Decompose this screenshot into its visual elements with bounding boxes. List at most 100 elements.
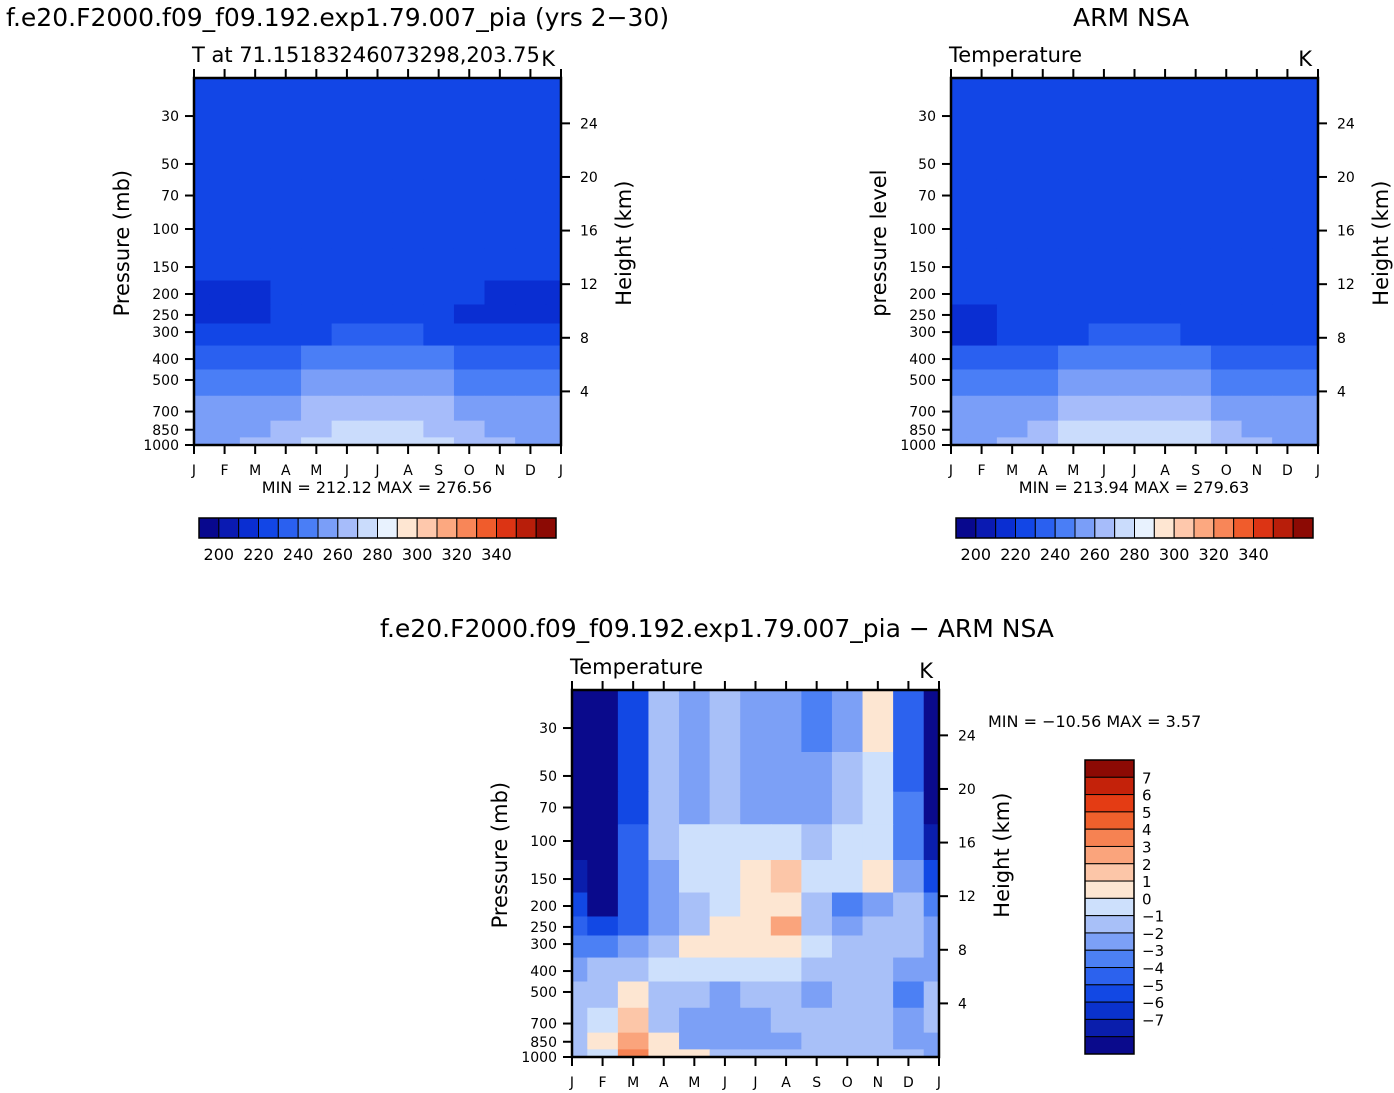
x-tick-label-obs: N xyxy=(1252,463,1262,479)
heat-cell-model xyxy=(301,280,333,306)
units-label-diff: K xyxy=(919,659,934,683)
heat-cell-obs xyxy=(1088,78,1120,141)
y-tick-label-obs: 300 xyxy=(909,325,936,341)
heat-cell-obs xyxy=(1119,395,1151,422)
y-tick-label-diff: 30 xyxy=(539,721,557,737)
heat-cell-obs xyxy=(1210,280,1243,306)
y-tick-label-obs: 150 xyxy=(909,260,936,276)
heat-cell-obs xyxy=(1088,420,1120,438)
heat-cell-model xyxy=(515,369,547,397)
heat-cell-obs xyxy=(1180,304,1212,325)
heat-cell-diff xyxy=(648,1032,680,1050)
heat-cell-model xyxy=(423,212,455,249)
heat-cell-diff xyxy=(862,981,894,1009)
heat-cell-diff xyxy=(679,751,711,793)
heat-cell-obs xyxy=(1180,179,1212,213)
x-tick-label-diff: M xyxy=(688,1075,700,1091)
heat-cell-obs xyxy=(1210,323,1243,347)
heat-cell-obs xyxy=(1241,437,1273,446)
heat-cell-obs xyxy=(1058,420,1090,438)
heat-cell-model xyxy=(331,179,363,213)
heat-cell-model xyxy=(453,395,486,422)
heat-cell-diff xyxy=(648,824,680,861)
heat-cell-obs xyxy=(966,280,998,306)
colorbar-label-diff: 1 xyxy=(1142,873,1152,891)
colorbar-box-model xyxy=(277,517,299,539)
y-tick-label-model: 700 xyxy=(152,405,179,421)
heat-cell-model xyxy=(545,420,562,438)
heat-cell-model xyxy=(545,369,562,397)
heat-cell-diff xyxy=(679,1007,711,1034)
colorbar-label-obs: 300 xyxy=(1159,545,1190,564)
heat-cell-model xyxy=(270,248,302,282)
heat-cell-model xyxy=(484,78,516,141)
heat-cell-obs xyxy=(1272,78,1304,141)
x-tick-label-obs: J xyxy=(1315,463,1320,479)
heat-cell-diff xyxy=(648,1007,680,1034)
heat-cell-diff xyxy=(709,935,741,959)
heat-cell-model xyxy=(484,280,516,306)
colorbar-box-diff xyxy=(1084,880,1135,899)
heat-cell-obs xyxy=(1088,179,1120,213)
colorbar-label-diff: 0 xyxy=(1142,890,1152,908)
heat-cell-diff xyxy=(617,935,650,959)
heat-cell-diff xyxy=(831,751,864,793)
heat-cell-model xyxy=(331,78,363,141)
heat-cell-obs xyxy=(1272,139,1304,181)
heat-cell-obs xyxy=(1058,139,1090,181)
heat-cell-diff xyxy=(709,791,741,825)
heat-cell-obs xyxy=(1027,369,1059,397)
heat-cell-model xyxy=(239,395,272,422)
heat-cell-model xyxy=(239,420,272,438)
heat-cell-model xyxy=(209,139,241,181)
y-tick-label-obs: 1000 xyxy=(900,438,936,454)
heat-cell-model xyxy=(545,437,562,446)
colorbar-label-model: 220 xyxy=(243,545,274,564)
heat-cell-diff xyxy=(679,892,711,918)
heat-cell-obs xyxy=(966,248,998,282)
heat-cell-model xyxy=(515,304,547,325)
heat-cell-obs xyxy=(1241,304,1273,325)
heat-cell-obs xyxy=(1241,395,1273,422)
heat-cell-model xyxy=(270,323,302,347)
heat-cell-diff xyxy=(831,1007,864,1034)
heat-cell-model xyxy=(239,280,272,306)
y-tick-label-diff: 200 xyxy=(530,899,557,915)
y-tick-label-obs: 250 xyxy=(909,308,936,324)
heat-cell-diff xyxy=(893,824,925,861)
heat-cell-model xyxy=(362,420,394,438)
heat-cell-diff xyxy=(572,957,588,983)
heat-cell-model xyxy=(362,78,394,141)
x-tick-label-diff: N xyxy=(873,1075,883,1091)
heat-cell-diff xyxy=(770,935,802,959)
x-tick-label-diff: M xyxy=(627,1075,639,1091)
heat-cell-diff xyxy=(709,892,741,918)
x-tick-label-model: J xyxy=(558,463,563,479)
y-tick-label-diff: 850 xyxy=(530,1035,557,1051)
y-tick-label-diff: 300 xyxy=(530,937,557,953)
heat-cell-diff xyxy=(679,860,711,894)
heat-cell-obs xyxy=(1210,345,1243,371)
heat-cell-diff xyxy=(587,791,619,825)
colorbar-label-model: 340 xyxy=(481,545,512,564)
colorbar-box-model xyxy=(535,517,557,539)
heat-cell-diff xyxy=(862,935,894,959)
heat-cell-diff xyxy=(923,690,940,753)
heat-cell-obs xyxy=(966,395,998,422)
heat-cell-obs xyxy=(1210,78,1243,141)
heat-cell-model xyxy=(270,78,302,141)
heat-cell-diff xyxy=(923,1032,940,1050)
panel-title-model: T at 71.15183246073298,203.75 xyxy=(191,43,540,67)
heat-cell-diff xyxy=(801,791,833,825)
heat-cell-model xyxy=(270,437,302,446)
colorbar-label-obs: 280 xyxy=(1119,545,1150,564)
heat-cell-obs xyxy=(951,179,967,213)
heat-cell-diff xyxy=(923,916,940,937)
y-tick-right-label-obs: 24 xyxy=(1337,116,1355,132)
colorbar-box-diff xyxy=(1084,915,1135,934)
heat-cell-model xyxy=(392,280,424,306)
heat-cell-model xyxy=(209,437,241,446)
y-tick-label-diff: 700 xyxy=(530,1017,557,1033)
panel-diff xyxy=(563,681,948,1066)
heat-cell-diff xyxy=(831,690,864,753)
